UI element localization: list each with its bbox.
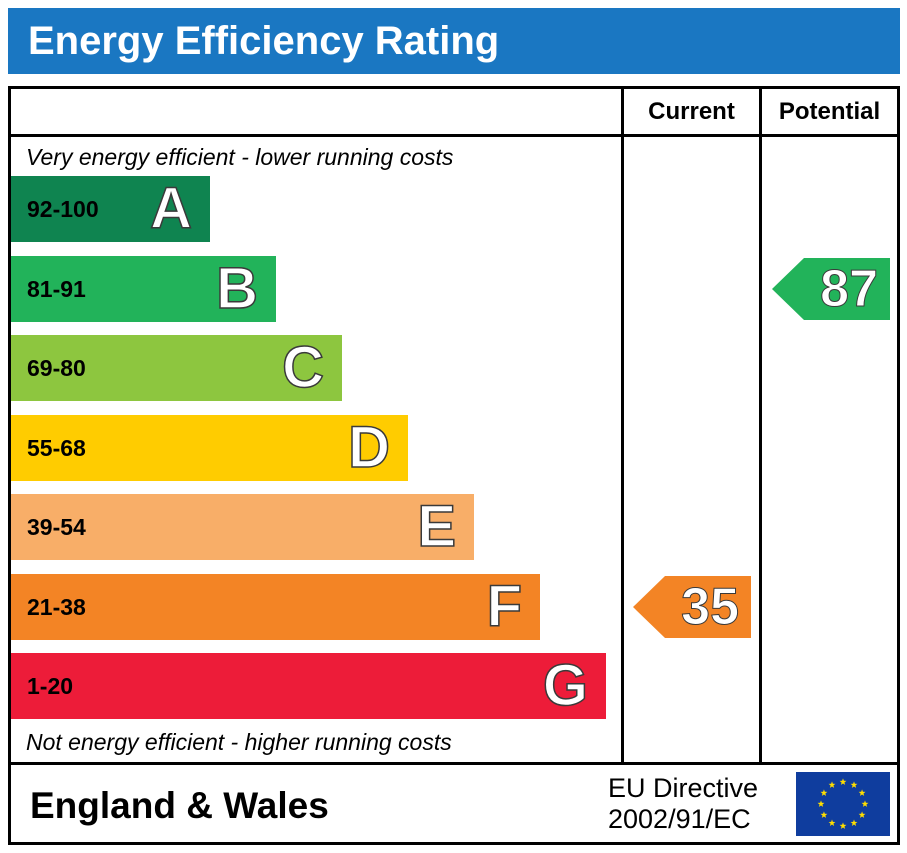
eu-star-icon — [858, 789, 866, 796]
rating-band-d: 55-68 D — [11, 414, 408, 481]
band-letter: A — [149, 175, 192, 242]
region-label: England & Wales — [30, 785, 329, 826]
header-divider — [8, 134, 900, 137]
eu-star-icon — [850, 819, 858, 826]
current-column-header: Current — [648, 98, 735, 125]
potential-arrow-shape — [772, 258, 890, 320]
eu-star-icon — [820, 789, 828, 796]
rating-band-c: 69-80 C — [11, 334, 342, 401]
rating-band-a: 92-100 A — [11, 175, 210, 242]
band-range-label: 69-80 — [27, 355, 86, 381]
eu-star-icon — [820, 811, 828, 818]
band-range-label: 39-54 — [27, 514, 86, 540]
eu-star-icon — [861, 800, 869, 807]
band-letter: E — [417, 493, 457, 560]
potential-rating-arrow: 87 — [772, 258, 890, 320]
bottom-note: Not energy efficient - higher running co… — [26, 729, 452, 755]
top-note: Very energy efficient - lower running co… — [26, 144, 454, 170]
eu-star-icon — [858, 811, 866, 818]
rating-frame — [8, 86, 900, 845]
eu-star-icon — [839, 778, 847, 785]
eu-flag-icon — [796, 772, 890, 836]
eu-star-icon — [817, 800, 825, 807]
current-column-divider — [621, 86, 624, 765]
band-range-label: 1-20 — [27, 673, 74, 699]
band-letter: B — [215, 255, 258, 322]
title-bar: Energy Efficiency Rating — [8, 8, 900, 74]
potential-column-header: Potential — [778, 98, 881, 125]
eu-star-icon — [828, 819, 836, 826]
rating-band-f: 21-38 F — [11, 573, 540, 640]
eu-star-icon — [828, 781, 836, 788]
band-letter: G — [542, 652, 589, 719]
potential-column-divider — [759, 86, 762, 765]
band-letter: F — [486, 573, 523, 640]
potential-rating-value: 87 — [820, 260, 879, 319]
eu-star-icon — [839, 822, 847, 829]
rating-band-g: 1-20 G — [11, 652, 606, 719]
eu-directive-line2: 2002/91/EC — [608, 804, 751, 834]
band-letter: C — [281, 334, 324, 401]
page-title: Energy Efficiency Rating — [28, 19, 500, 63]
band-range-label: 21-38 — [27, 594, 86, 620]
eu-directive-line1: EU Directive — [608, 773, 759, 803]
rating-band-e: 39-54 E — [11, 493, 474, 560]
current-arrow-shape — [633, 576, 751, 638]
eu-directive: EU Directive 2002/91/EC — [608, 773, 758, 835]
current-rating-arrow: 35 — [633, 576, 751, 638]
eu-star-icon — [850, 781, 858, 788]
current-rating-value: 35 — [681, 578, 740, 637]
band-range-label: 55-68 — [27, 435, 86, 461]
band-range-label: 92-100 — [27, 196, 99, 222]
footer-divider — [8, 762, 900, 765]
band-letter: D — [347, 414, 390, 481]
band-range-label: 81-91 — [27, 276, 86, 302]
rating-band-b: 81-91 B — [11, 255, 276, 322]
